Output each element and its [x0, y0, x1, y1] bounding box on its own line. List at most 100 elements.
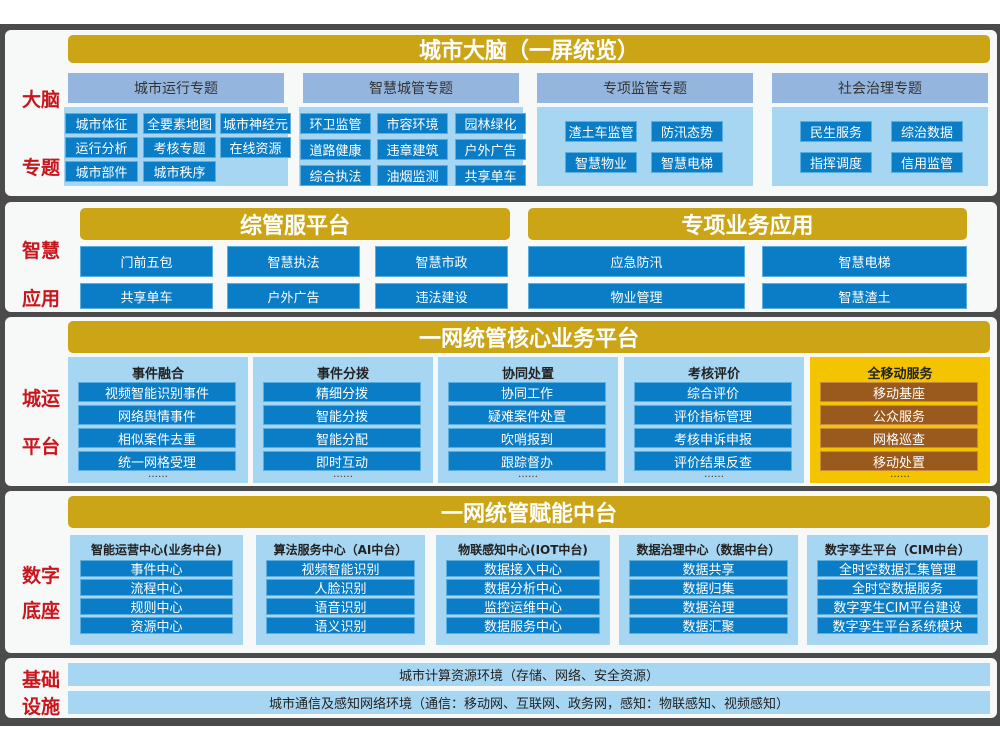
- platform-button[interactable]: 考核申诉申报: [634, 428, 792, 448]
- column-title: 智能运营中心(业务中台): [91, 543, 222, 557]
- section-label-top: 数字: [21, 565, 60, 587]
- topic-button[interactable]: 城市体征: [65, 113, 138, 134]
- platform-button[interactable]: 吹哨报到: [448, 428, 606, 448]
- topic-button[interactable]: 民生服务: [800, 121, 872, 142]
- base-button[interactable]: 全时空数据汇集管理: [817, 560, 978, 578]
- base-button[interactable]: 数据共享: [629, 560, 788, 578]
- app-button[interactable]: 智慧执法: [227, 246, 360, 277]
- platform-button[interactable]: 相似案件去重: [78, 428, 236, 448]
- platform-button[interactable]: 即时互动: [263, 451, 421, 471]
- platform-button[interactable]: 统一网格受理: [78, 451, 236, 471]
- more-dots: ……: [148, 469, 168, 480]
- base-button[interactable]: 视频智能识别: [266, 560, 415, 578]
- base-button[interactable]: 人脸识别: [266, 579, 415, 597]
- topic-header: 城市运行专题: [68, 73, 284, 103]
- platform-button[interactable]: 网络舆情事件: [78, 405, 236, 425]
- topic-button[interactable]: 园林绿化: [455, 113, 526, 134]
- platform-title-bar: 一网统管核心业务平台: [68, 321, 990, 353]
- column-title: 算法服务中心（AI中台）: [273, 543, 408, 557]
- base-button[interactable]: 数据治理: [629, 598, 788, 616]
- platform-button[interactable]: 视频智能识别事件: [78, 382, 236, 402]
- platform-button[interactable]: 疑难案件处置: [448, 405, 606, 425]
- app-button[interactable]: 智慧渣土: [762, 283, 967, 309]
- platform-button[interactable]: 评价结果反查: [634, 451, 792, 471]
- topic-button[interactable]: 油烟监测: [377, 165, 448, 186]
- platform-button[interactable]: 网格巡查: [820, 428, 978, 448]
- base-button[interactable]: 数据汇聚: [629, 617, 788, 635]
- topic-button[interactable]: 考核专题: [143, 137, 216, 158]
- base-button[interactable]: 资源中心: [80, 617, 233, 635]
- topic-button[interactable]: 渣土车监管: [565, 121, 637, 142]
- platform-button[interactable]: 智能分拨: [263, 405, 421, 425]
- base-column: 算法服务中心（AI中台） 视频智能识别 人脸识别 语音识别 语义识别: [256, 535, 425, 645]
- topic-button[interactable]: 市容环境: [377, 113, 448, 134]
- section-label-top: 智慧: [21, 240, 60, 262]
- topic-button[interactable]: 城市部件: [65, 161, 138, 182]
- base-button[interactable]: 语音识别: [266, 598, 415, 616]
- base-button[interactable]: 数字孪生平台系统模块: [817, 617, 978, 635]
- topic-button[interactable]: 运行分析: [65, 137, 138, 158]
- app-button[interactable]: 应急防汛: [528, 246, 745, 277]
- topic-button[interactable]: 共享单车: [455, 165, 526, 186]
- app-button[interactable]: 智慧市政: [375, 246, 508, 277]
- platform-button[interactable]: 精细分拨: [263, 382, 421, 402]
- app-title-left: 综管服平台: [80, 208, 510, 240]
- base-button[interactable]: 事件中心: [80, 560, 233, 578]
- topic-header: 专项监管专题: [537, 73, 753, 103]
- more-dots: ……: [333, 469, 353, 480]
- more-dots: ……: [704, 469, 724, 480]
- platform-button[interactable]: 公众服务: [820, 405, 978, 425]
- topic-button[interactable]: 综合执法: [300, 165, 371, 186]
- base-button[interactable]: 数据接入中心: [446, 560, 600, 578]
- app-button[interactable]: 户外广告: [227, 283, 360, 309]
- topic-button[interactable]: 城市秩序: [143, 161, 216, 182]
- platform-button[interactable]: 移动处置: [820, 451, 978, 471]
- topic-box: [537, 107, 753, 186]
- section-label-bottom: 平台: [21, 436, 60, 458]
- app-button[interactable]: 智慧电梯: [762, 246, 967, 277]
- topic-button[interactable]: 指挥调度: [800, 152, 872, 173]
- topic-button[interactable]: 全要素地图: [143, 113, 216, 134]
- infra-row: 城市通信及感知网络环境（通信：移动网、互联网、政务网，感知：物联感知、视频感知）: [68, 691, 990, 714]
- section-label-top: 城运: [21, 388, 60, 410]
- section-label-top: 基础: [21, 669, 60, 691]
- section-label-bottom: 底座: [21, 600, 60, 622]
- base-button[interactable]: 全时空数据服务: [817, 579, 978, 597]
- platform-button[interactable]: 评价指标管理: [634, 405, 792, 425]
- platform-button[interactable]: 移动基座: [820, 382, 978, 402]
- topic-button[interactable]: 在线资源: [220, 137, 291, 158]
- base-button[interactable]: 规则中心: [80, 598, 233, 616]
- app-button[interactable]: 违法建设: [375, 283, 508, 309]
- app-button[interactable]: 物业管理: [528, 283, 745, 309]
- app-button[interactable]: 共享单车: [80, 283, 213, 309]
- topic-button[interactable]: 环卫监管: [300, 113, 371, 134]
- section-label-bottom: 专题: [21, 157, 60, 179]
- base-button[interactable]: 数据归集: [629, 579, 788, 597]
- column-title: 数字孪生平台（CIM中台）: [824, 543, 971, 557]
- base-button[interactable]: 语义识别: [266, 617, 415, 635]
- platform-button[interactable]: 跟踪督办: [448, 451, 606, 471]
- base-button[interactable]: 流程中心: [80, 579, 233, 597]
- base-button[interactable]: 数据分析中心: [446, 579, 600, 597]
- base-button[interactable]: 数字孪生CIM平台建设: [817, 598, 978, 616]
- platform-button[interactable]: 智能分配: [263, 428, 421, 448]
- base-button[interactable]: 监控运维中心: [446, 598, 600, 616]
- topic-button[interactable]: 智慧电梯: [651, 152, 723, 173]
- base-column: 数字孪生平台（CIM中台） 全时空数据汇集管理 全时空数据服务 数字孪生CIM平台建设…: [807, 535, 988, 645]
- topic-button[interactable]: 信用监管: [891, 152, 963, 173]
- base-button[interactable]: 数据服务中心: [446, 617, 600, 635]
- platform-button[interactable]: 协同工作: [448, 382, 606, 402]
- column-title: 物联感知中心(IOT中台): [458, 543, 588, 557]
- topic-button[interactable]: 道路健康: [300, 139, 371, 160]
- topic-button[interactable]: 综治数据: [891, 121, 963, 142]
- topic-button[interactable]: 户外广告: [455, 139, 526, 160]
- app-button[interactable]: 门前五包: [80, 246, 213, 277]
- platform-button[interactable]: 综合评价: [634, 382, 792, 402]
- column-title: 事件融合: [131, 367, 184, 382]
- topic-button[interactable]: 城市神经元: [220, 113, 291, 134]
- topic-button[interactable]: 防汛态势: [651, 121, 723, 142]
- topic-button[interactable]: 智慧物业: [565, 152, 637, 173]
- topic-button[interactable]: 违章建筑: [377, 139, 448, 160]
- column-title: 考核评价: [687, 367, 740, 382]
- section-label-bottom: 设施: [21, 696, 60, 718]
